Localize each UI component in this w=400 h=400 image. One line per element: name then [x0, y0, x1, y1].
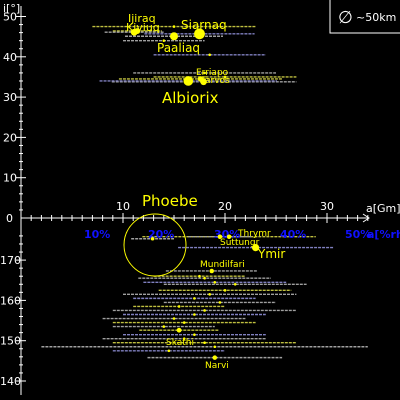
moon-marker-minor: [208, 293, 211, 296]
percent-tick-label-4: 40%: [280, 228, 306, 241]
y-tick-label-40: 40: [3, 51, 17, 64]
moon-marker-minor: [182, 321, 186, 324]
y-tick-label-170: 170: [0, 254, 21, 267]
y-tick-label-150: 150: [0, 335, 21, 348]
moon-marker-minor: [223, 289, 227, 292]
x-tick-label-30: 30: [320, 200, 334, 213]
moon-marker-minor: [162, 325, 166, 328]
moon-marker-minor: [203, 276, 206, 280]
moon-marker-albiorix: [183, 76, 194, 86]
x-tick-label-10: 10: [116, 200, 130, 213]
moon-marker-minor: [213, 345, 217, 349]
y-tick-label-0: 0: [6, 212, 13, 225]
moon-label-kiviuq: Kiviuq: [126, 21, 160, 34]
moon-label-erriapo: Erriapo: [196, 68, 229, 78]
moon-marker-minor: [203, 309, 206, 312]
x-axis-label: a[Gm]: [366, 202, 400, 215]
legend: ∅ ~50km: [329, 0, 400, 34]
moon-marker-minor: [223, 75, 227, 79]
moon-marker-paaliaq: [170, 32, 178, 41]
moon-marker-minor: [193, 333, 196, 336]
y-axis: i[°] 10 20 30 40 50 140 150 160 170 0: [0, 2, 26, 395]
moon-marker-minor: [162, 39, 166, 42]
moon-marker-minor: [208, 53, 211, 57]
moon-marker-minor: [213, 280, 217, 284]
moon-marker-minor: [203, 341, 206, 345]
moon-marker-minor: [172, 317, 176, 320]
moon-label-phoebe: Phoebe: [142, 192, 198, 210]
moon-label-mundilfari: Mundilfari: [200, 260, 245, 270]
moon-marker-thrymr: [226, 234, 232, 239]
y-tick-label-50: 50: [3, 11, 17, 24]
moon-marker-minor: [198, 274, 201, 278]
percent-ticks: 10% 20% 30% 40% 50%: [84, 228, 371, 241]
y-tick-label-160: 160: [0, 294, 21, 307]
percent-tick-label-5: 50%: [345, 228, 371, 241]
orbit-ranges: [41, 25, 368, 359]
x-tick-label-20: 20: [218, 200, 232, 213]
moon-marker-minor: [218, 301, 222, 304]
y-axis-label: i[°]: [3, 2, 20, 15]
moon-marker-minor: [167, 349, 171, 353]
x-ticks: 10 20 30: [30, 200, 369, 223]
moon-labels: Ijiraq Kiviuq Siarnaq Paaliaq Erriapo Ta…: [126, 12, 285, 371]
y-tick-label-10: 10: [3, 172, 17, 185]
moon-marker-skathi: [176, 327, 182, 333]
moon-marker-minor: [193, 297, 196, 300]
moon-label-ymir: Ymir: [257, 247, 285, 261]
y-ticks: 10 20 30 40 50 140 150 160 170 0: [0, 11, 26, 388]
moon-label-ijiraq: Ijiraq: [128, 12, 156, 25]
moon-marker-phoebe: [150, 236, 155, 241]
moon-label-albiorix: Albiorix: [162, 89, 219, 107]
moon-label-skathi: Skathi: [166, 338, 194, 348]
y-tick-label-30: 30: [3, 91, 17, 104]
moon-marker-narvi: [212, 355, 218, 360]
moon-label-suttungr: Suttungr: [220, 238, 260, 248]
moon-marker-mundilfari: [209, 268, 214, 274]
moon-label-tarvos: Tarvos: [200, 76, 230, 86]
moon-marker-siarnaq: [194, 28, 205, 40]
moon-label-thrymr: Thrymr: [237, 229, 271, 239]
moon-marker-kiviuq: [130, 28, 138, 36]
moon-label-narvi: Narvi: [205, 361, 229, 371]
moon-marker-minor: [193, 313, 196, 316]
percent-tick-label-2: 20%: [148, 228, 174, 241]
legend-border: [329, 0, 400, 34]
percent-tick-label-1: 10%: [84, 228, 110, 241]
moon-marker-minor: [233, 282, 237, 286]
phoebe-highlight-circle: [123, 213, 187, 277]
moon-label-siarnaq: Siarnaq: [181, 18, 227, 32]
moon-label-paaliaq: Paaliaq: [157, 41, 200, 55]
moon-marker-minor: [172, 25, 176, 28]
moon-marker-ymir: [251, 244, 260, 252]
y-tick-label-20: 20: [3, 131, 17, 144]
moon-marker-minor: [177, 305, 181, 308]
legend-text: ~50km: [356, 11, 396, 24]
moon-marker-minor: [203, 71, 206, 75]
moon-marker-tarvos: [200, 78, 207, 86]
moon-marker-suttungr: [217, 234, 223, 239]
y-tick-label-140: 140: [0, 375, 21, 388]
legend-diameter-symbol: ∅: [338, 8, 353, 28]
moon-marker-minor: [182, 337, 186, 340]
moon-markers: [130, 25, 260, 360]
percent-axis-label: a[%rh]: [367, 228, 400, 241]
x-axis-arrow: [362, 213, 370, 223]
